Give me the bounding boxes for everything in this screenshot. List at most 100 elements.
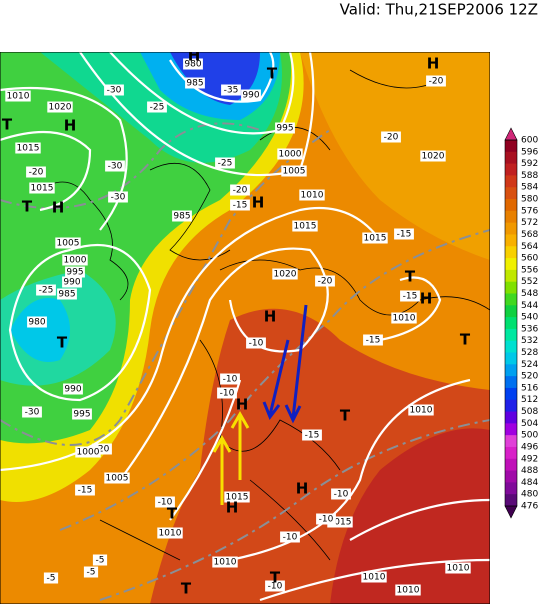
contour-label-box xyxy=(155,496,175,508)
pressure-center: T xyxy=(340,407,351,425)
contour-label: 1010 xyxy=(397,586,420,596)
colorbar-segment xyxy=(505,140,517,153)
contour-label-box xyxy=(426,75,446,87)
contour-label: -15 xyxy=(233,201,248,211)
contour-label: 1010 xyxy=(447,564,470,574)
contour-label-box xyxy=(27,316,47,328)
colorbar-top-arrow xyxy=(504,127,518,141)
contour-label: -5 xyxy=(87,568,96,578)
contour-label: 1015 xyxy=(329,518,352,528)
contour-label: 980 xyxy=(28,318,45,328)
contour-label-box xyxy=(92,554,108,566)
contour-label-box xyxy=(315,275,335,287)
contour-label: 990 xyxy=(63,278,80,288)
contour-label-box xyxy=(408,404,434,416)
contour-label-box xyxy=(62,254,88,266)
contour-label: -20 xyxy=(318,277,333,287)
colorbar-label: 544 xyxy=(521,301,538,311)
contour-label: 995 xyxy=(73,410,90,420)
pressure-center: T xyxy=(405,268,416,286)
valid-time: Valid: Thu,21SEP2006 12Z xyxy=(340,1,538,19)
contour-label-box xyxy=(381,131,401,143)
contour-label: -20 xyxy=(233,186,248,196)
contour-label-box xyxy=(183,58,203,70)
pressure-center: H xyxy=(188,47,201,65)
contour-label-box xyxy=(57,288,77,300)
colorbar-label: 512 xyxy=(521,395,538,405)
colorbar-segment xyxy=(505,423,517,436)
contour-label: -10 xyxy=(220,389,235,399)
contour-label-box xyxy=(157,527,183,539)
colorbar-segment xyxy=(505,317,517,330)
contour-label: 995 xyxy=(66,268,83,278)
contour-label: 1000 xyxy=(279,150,302,160)
contour-label-box xyxy=(363,334,383,346)
colorbar-label: 488 xyxy=(521,466,538,476)
colorbar-label: 548 xyxy=(521,289,538,299)
contour-label-box xyxy=(212,556,238,568)
colorbar-label: 568 xyxy=(521,230,538,240)
colorbar-frame xyxy=(504,139,518,507)
contour-label-box xyxy=(105,160,125,172)
pressure-center: H xyxy=(420,290,433,308)
pressure-center: T xyxy=(267,65,278,83)
colorbar-label: 528 xyxy=(521,348,538,358)
contour-label-box xyxy=(185,77,205,89)
colorbar-label: 492 xyxy=(521,454,538,464)
contour-label: -10 xyxy=(283,533,298,543)
colorbar-segment xyxy=(505,258,517,271)
colorbar-segment xyxy=(505,352,517,365)
contour-label: 1000 xyxy=(64,256,87,266)
contour-label: -10 xyxy=(334,490,349,500)
contour-label-box xyxy=(316,513,336,525)
colorbar-label: 480 xyxy=(521,490,538,500)
contour-label: -20 xyxy=(384,133,399,143)
contour-label-box xyxy=(22,406,42,418)
contour-label: -20 xyxy=(29,168,44,178)
contour-label-box xyxy=(246,337,266,349)
contour-label-box xyxy=(92,443,112,455)
colorbar-label: 500 xyxy=(521,431,538,441)
contour-label-box xyxy=(15,142,41,154)
contour-label-box xyxy=(147,101,167,113)
contour-label-box xyxy=(43,572,59,584)
colorbar-segment xyxy=(505,175,517,188)
contour-label: -10 xyxy=(268,582,283,592)
pressure-center: T xyxy=(2,116,13,134)
colorbar-label: 484 xyxy=(521,478,538,488)
colorbar-segment xyxy=(505,470,517,483)
contour-label: 980 xyxy=(184,60,201,70)
contour-label: -5 xyxy=(96,556,105,566)
colorbar-label: 592 xyxy=(521,159,538,169)
contour-label: -15 xyxy=(397,230,412,240)
contour-label: 1000 xyxy=(77,448,100,458)
pressure-center: T xyxy=(270,569,281,587)
contour-label-box xyxy=(221,84,241,96)
contour-label: 1010 xyxy=(7,92,30,102)
colorbar-label: 556 xyxy=(521,265,538,275)
colorbar-label: 536 xyxy=(521,324,538,334)
colorbar-label: 576 xyxy=(521,206,538,216)
contour-label-box xyxy=(277,148,303,160)
colorbar-label: 496 xyxy=(521,442,538,452)
colorbar-label: 584 xyxy=(521,183,538,193)
contour-label: 985 xyxy=(58,290,75,300)
colorbar-segment xyxy=(505,494,517,507)
contour-label: 1015 xyxy=(364,234,387,244)
colorbar-segment xyxy=(505,222,517,235)
contour-label: 1010 xyxy=(363,573,386,583)
contour-label: -35 xyxy=(224,86,239,96)
colorbar-label: 580 xyxy=(521,195,538,205)
contour-label-box xyxy=(63,383,83,395)
pressure-center: H xyxy=(64,117,77,135)
colorbar-segment xyxy=(505,364,517,377)
contour-label-box xyxy=(62,276,82,288)
colorbar-label: 532 xyxy=(521,336,538,346)
contour-label-box xyxy=(395,584,421,596)
contour-label-box xyxy=(104,84,124,96)
contour-label-box xyxy=(36,284,56,296)
colorbar-segment xyxy=(505,376,517,389)
contour-label-box xyxy=(420,150,446,162)
